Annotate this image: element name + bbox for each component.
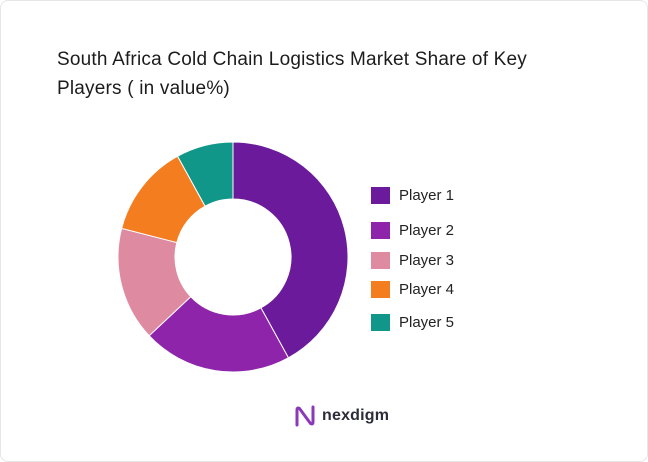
legend-label-1: Player 1 bbox=[399, 186, 455, 204]
chart-title-line-2: Players ( in value%) bbox=[57, 78, 230, 99]
donut-slice-5 bbox=[176, 141, 234, 207]
donut-slice-1 bbox=[232, 141, 349, 359]
legend-swatch-1 bbox=[371, 186, 390, 204]
chart-title: South Africa Cold Chain Logistics Market… bbox=[57, 45, 617, 103]
legend-item-5: Player 5 bbox=[371, 312, 454, 332]
brand-footer: nexdigm bbox=[293, 404, 389, 428]
chart-title-line-1: South Africa Cold Chain Logistics Market… bbox=[57, 49, 527, 70]
legend-item-1: Player 1 bbox=[371, 185, 454, 205]
legend-item-4: Player 4 bbox=[371, 279, 454, 299]
legend-label-5: Player 5 bbox=[399, 313, 455, 331]
legend-label-4: Player 4 bbox=[399, 280, 455, 298]
legend-swatch-2 bbox=[371, 221, 390, 239]
legend-swatch-4 bbox=[371, 280, 390, 298]
legend-item-3: Player 3 bbox=[371, 250, 454, 270]
legend-item-2: Player 2 bbox=[371, 220, 454, 240]
legend-swatch-3 bbox=[371, 251, 390, 269]
donut-chart bbox=[117, 141, 349, 373]
legend-label-2: Player 2 bbox=[399, 221, 455, 239]
brand-name: nexdigm bbox=[322, 407, 390, 424]
legend-label-3: Player 3 bbox=[399, 251, 455, 269]
legend-swatch-5 bbox=[371, 313, 390, 331]
nexdigm-logo-icon bbox=[295, 405, 315, 427]
